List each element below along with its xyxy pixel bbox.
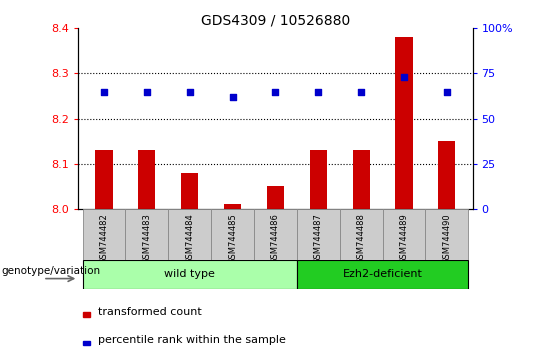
Bar bbox=[309, 150, 327, 209]
Bar bbox=[297, 260, 468, 289]
Bar bbox=[83, 209, 125, 260]
Text: GSM744483: GSM744483 bbox=[143, 213, 151, 264]
Bar bbox=[96, 150, 112, 209]
Bar bbox=[211, 209, 254, 260]
Bar bbox=[426, 209, 468, 260]
Text: percentile rank within the sample: percentile rank within the sample bbox=[98, 335, 286, 345]
Point bbox=[228, 94, 237, 100]
Bar bbox=[138, 150, 156, 209]
Text: GSM744484: GSM744484 bbox=[185, 213, 194, 264]
Bar bbox=[382, 209, 426, 260]
Point bbox=[143, 89, 151, 95]
Text: GSM744490: GSM744490 bbox=[442, 213, 451, 264]
Bar bbox=[297, 209, 340, 260]
Text: GSM744487: GSM744487 bbox=[314, 213, 323, 264]
Text: GSM744486: GSM744486 bbox=[271, 213, 280, 264]
Text: transformed count: transformed count bbox=[98, 307, 201, 317]
Point bbox=[314, 89, 322, 95]
Bar bbox=[395, 37, 413, 209]
Point bbox=[185, 89, 194, 95]
Text: Ezh2-deficient: Ezh2-deficient bbox=[342, 269, 422, 279]
Text: GSM744482: GSM744482 bbox=[99, 213, 109, 264]
Bar bbox=[438, 141, 455, 209]
Point bbox=[271, 89, 280, 95]
Bar bbox=[224, 204, 241, 209]
Bar bbox=[168, 209, 211, 260]
Text: genotype/variation: genotype/variation bbox=[2, 266, 100, 276]
Bar bbox=[267, 186, 284, 209]
Point bbox=[442, 89, 451, 95]
Bar bbox=[181, 173, 198, 209]
Text: wild type: wild type bbox=[164, 269, 215, 279]
Bar bbox=[83, 312, 90, 317]
Text: GSM744488: GSM744488 bbox=[356, 213, 366, 264]
Bar bbox=[83, 260, 297, 289]
Bar bbox=[340, 209, 382, 260]
Bar bbox=[125, 209, 168, 260]
Bar bbox=[353, 150, 370, 209]
Bar bbox=[254, 209, 297, 260]
Text: GSM744485: GSM744485 bbox=[228, 213, 237, 264]
Title: GDS4309 / 10526880: GDS4309 / 10526880 bbox=[201, 13, 350, 27]
Point bbox=[100, 89, 109, 95]
Bar bbox=[83, 341, 90, 345]
Text: GSM744489: GSM744489 bbox=[400, 213, 408, 264]
Point bbox=[357, 89, 366, 95]
Point bbox=[400, 74, 408, 80]
